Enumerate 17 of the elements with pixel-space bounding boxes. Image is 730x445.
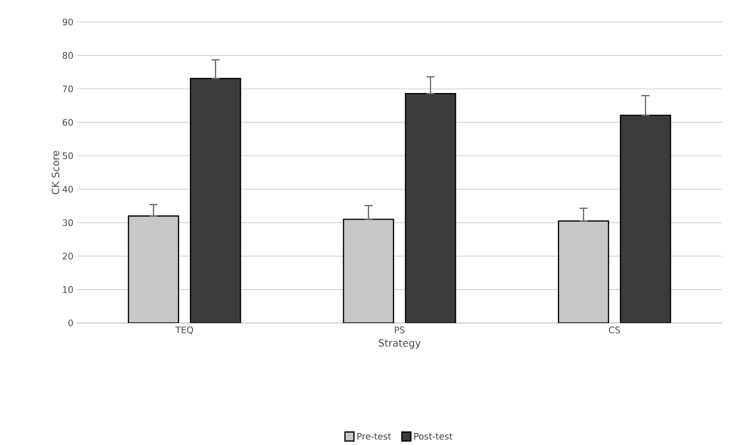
x-tick-label: TEQ [175,326,194,334]
x-tick-label: PS [394,326,405,334]
y-tick-label: 60 [62,118,73,126]
y-axis-title: CK Score [52,150,60,194]
y-tick-label: 30 [62,219,73,226]
y-tick-label: 10 [63,286,73,293]
legend-label: Pre-test [357,432,392,440]
y-tick-label: 20 [62,252,73,260]
x-axis-title: Strategy [378,339,421,349]
y-tick-label: 40 [62,186,73,193]
x-tick-label: CS [609,326,620,334]
legend-label: Post-test [414,432,452,440]
y-tick-label: 50 [62,152,73,160]
y-tick-label: 70 [62,85,73,92]
y-tick-label: 0 [68,320,73,326]
y-tick-label: 80 [62,52,73,59]
y-tick-label: 90 [62,18,73,26]
